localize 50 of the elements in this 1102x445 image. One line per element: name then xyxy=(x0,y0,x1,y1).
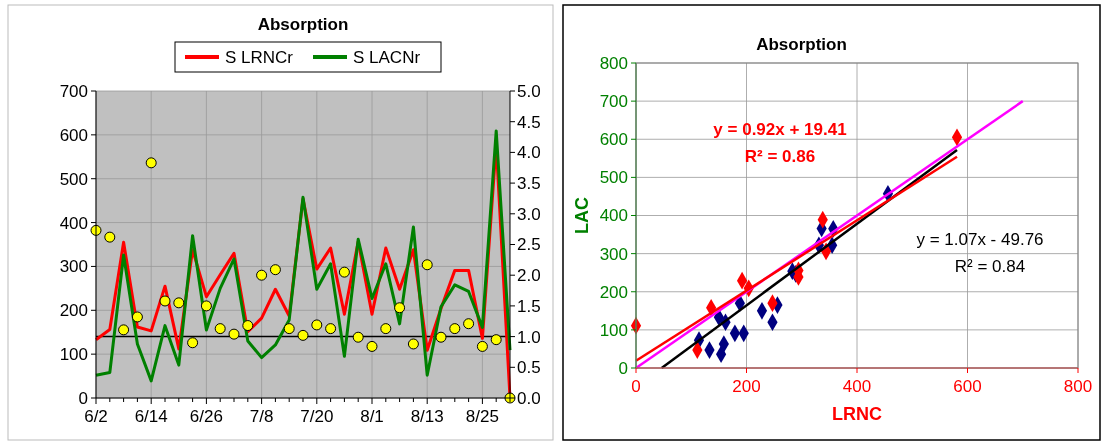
annotation: R² = 0.86 xyxy=(744,147,816,166)
x-tick-label: 6/26 xyxy=(189,407,223,426)
annotation: R² = 0.84 xyxy=(954,257,1026,276)
y-axis-title: LAC xyxy=(572,197,592,234)
legend-label: S LACNr xyxy=(353,47,421,67)
y-tick-label: 800 xyxy=(599,53,628,73)
y-tick-label: 700 xyxy=(599,92,628,112)
y2-tick-label: 5.0 xyxy=(517,81,541,101)
y2-tick-label: 0.5 xyxy=(517,358,541,378)
y-tick-label: 0 xyxy=(618,358,628,378)
chart-title: Absorption xyxy=(257,15,349,34)
y-tick-label: 200 xyxy=(59,301,88,321)
x-tick-label: 600 xyxy=(953,377,982,396)
y-tick-label: 600 xyxy=(59,125,88,145)
y-tick-label: 600 xyxy=(599,130,628,150)
x-tick-label: 8/1 xyxy=(360,407,384,426)
y-tick-label: 200 xyxy=(599,282,628,302)
legend-label: S LRNCr xyxy=(225,47,294,67)
y-tick-label: 500 xyxy=(599,168,628,188)
y-tick-label: 400 xyxy=(599,206,628,226)
x-tick-label: 400 xyxy=(842,377,872,396)
y2-tick-label: 1.5 xyxy=(517,296,541,316)
y-tick-label: 700 xyxy=(59,81,88,101)
y2-tick-label: 0.0 xyxy=(517,388,541,408)
x-tick-label: 6/14 xyxy=(134,407,168,426)
y2-tick-label: 2.0 xyxy=(517,266,541,286)
annotation: y = 1.07x - 49.76 xyxy=(916,230,1044,249)
x-tick-label: 7/8 xyxy=(249,407,274,426)
x-tick-label: 6/2 xyxy=(84,407,108,426)
y2-tick-label: 4.0 xyxy=(517,143,541,163)
y2-tick-label: 3.5 xyxy=(517,174,541,194)
y-tick-label: 400 xyxy=(59,213,88,233)
annotation: y = 0.92x + 19.41 xyxy=(713,120,847,139)
x-tick-label: 8/13 xyxy=(410,407,444,426)
y-tick-label: 500 xyxy=(59,169,88,189)
y-tick-label: 100 xyxy=(59,345,88,365)
y2-tick-label: 1.0 xyxy=(517,327,541,347)
x-tick-label: 8/25 xyxy=(465,407,499,426)
x-tick-label: 800 xyxy=(1063,377,1093,396)
x-tick-label: 7/20 xyxy=(300,407,334,426)
y2-tick-label: 4.5 xyxy=(517,112,541,132)
chart-title: Absorption xyxy=(756,35,847,54)
x-tick-label: 200 xyxy=(732,377,761,396)
y-tick-label: 300 xyxy=(599,244,628,264)
y-tick-label: 300 xyxy=(59,257,88,277)
y-tick-label: 100 xyxy=(599,320,628,340)
x-tick-label: 0 xyxy=(631,377,641,396)
y2-tick-label: 3.0 xyxy=(517,204,541,224)
x-axis-title: LRNC xyxy=(832,404,882,424)
y2-tick-label: 2.5 xyxy=(517,235,541,255)
